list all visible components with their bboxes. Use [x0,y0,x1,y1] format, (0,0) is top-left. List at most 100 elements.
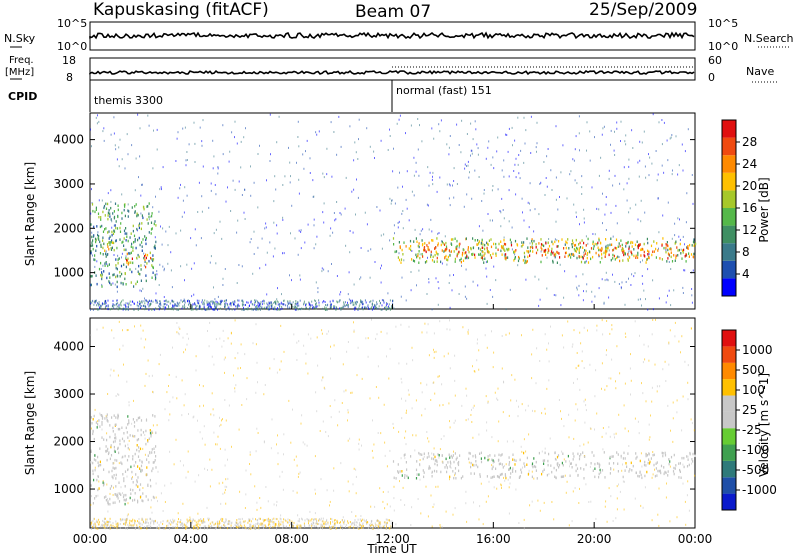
scatter-point [453,196,455,199]
echo-point [617,245,619,248]
echo-point [508,463,510,466]
scatter-point [537,499,539,502]
scatter-point [626,199,628,202]
echo-point [109,281,111,285]
near-range-point [339,307,341,310]
near-range-point [158,303,160,305]
echo-point [675,240,677,243]
echo-point [471,253,474,256]
near-range-point [327,521,329,524]
near-range-point [103,526,105,529]
scatter-point [510,399,512,402]
echo-point [108,263,110,266]
scatter-point [115,395,117,397]
near-range-point [282,521,284,524]
scatter-point [616,222,618,225]
scatter-point [283,453,284,456]
scatter-point [467,330,469,333]
scatter-point [612,235,614,238]
scatter-point [691,462,693,465]
echo-point [154,273,156,277]
power-colorbar-label: Power [dB] [757,177,771,242]
echo-point [584,252,586,255]
near-range-point [366,523,368,525]
scatter-point [347,419,348,422]
echo-point [670,255,672,259]
echo-point [92,432,94,436]
scatter-point [486,429,488,432]
echo-point [123,203,126,207]
echo-point [124,272,126,276]
scatter-point [436,190,438,193]
near-range-point [195,308,197,311]
near-range-point [254,299,256,302]
near-range-point [220,518,221,521]
scatter-point [230,332,232,335]
near-range-point [245,308,247,311]
scatter-point [167,262,169,265]
echo-point [111,246,113,250]
echo-point [527,246,529,249]
near-range-point [266,306,268,309]
scatter-point [161,243,163,246]
scatter-point [389,128,390,131]
scatter-point [610,211,612,214]
scatter-point [477,284,479,287]
colorbar-swatch [722,477,736,494]
near-range-point [100,306,102,309]
scatter-point [201,144,203,147]
near-range-point [373,525,375,528]
scatter-point [330,345,331,348]
near-range-point [376,303,378,305]
near-range-point [119,523,121,525]
echo-point [492,459,494,462]
near-range-point [235,521,237,524]
scatter-point [452,513,454,516]
scatter-point [667,404,669,407]
scatter-point [560,171,562,174]
scatter-point [486,302,488,305]
near-range-point [168,306,170,309]
scatter-point [213,431,215,434]
scatter-point [175,160,177,162]
scatter-point [589,363,591,366]
echo-point [117,204,119,207]
scatter-point [644,211,646,214]
echo-point [677,249,679,252]
near-range-point [130,524,132,527]
near-range-point [225,302,227,305]
near-range-point [171,521,173,523]
echo-point [622,475,624,479]
echo-point [91,203,94,206]
scatter-point [127,203,129,206]
echo-point [418,245,420,249]
scatter-point [131,144,133,147]
scatter-point [376,333,378,336]
scatter-point [242,526,244,529]
echo-point [497,248,499,251]
scatter-point [446,328,448,331]
echo-point [110,248,113,251]
scatter-point [532,409,533,412]
echo-point [474,253,476,257]
near-range-point [323,300,325,302]
scatter-point [313,224,315,227]
near-range-point [234,308,236,311]
scatter-point [168,419,170,422]
scatter-point [201,301,203,304]
scatter-point [449,204,451,207]
echo-point [153,451,156,454]
echo-point [95,240,97,244]
near-range-point [218,522,220,525]
scatter-point [130,304,132,307]
scatter-point [102,264,104,267]
echo-point [627,257,629,261]
near-range-point [121,300,122,303]
echo-point [695,242,697,246]
scatter-point [365,337,367,340]
echo-point [637,256,639,259]
scatter-point [672,417,674,420]
y-tick-label: 4000 [53,340,84,354]
near-range-point [109,525,110,528]
near-range-point [284,518,286,521]
